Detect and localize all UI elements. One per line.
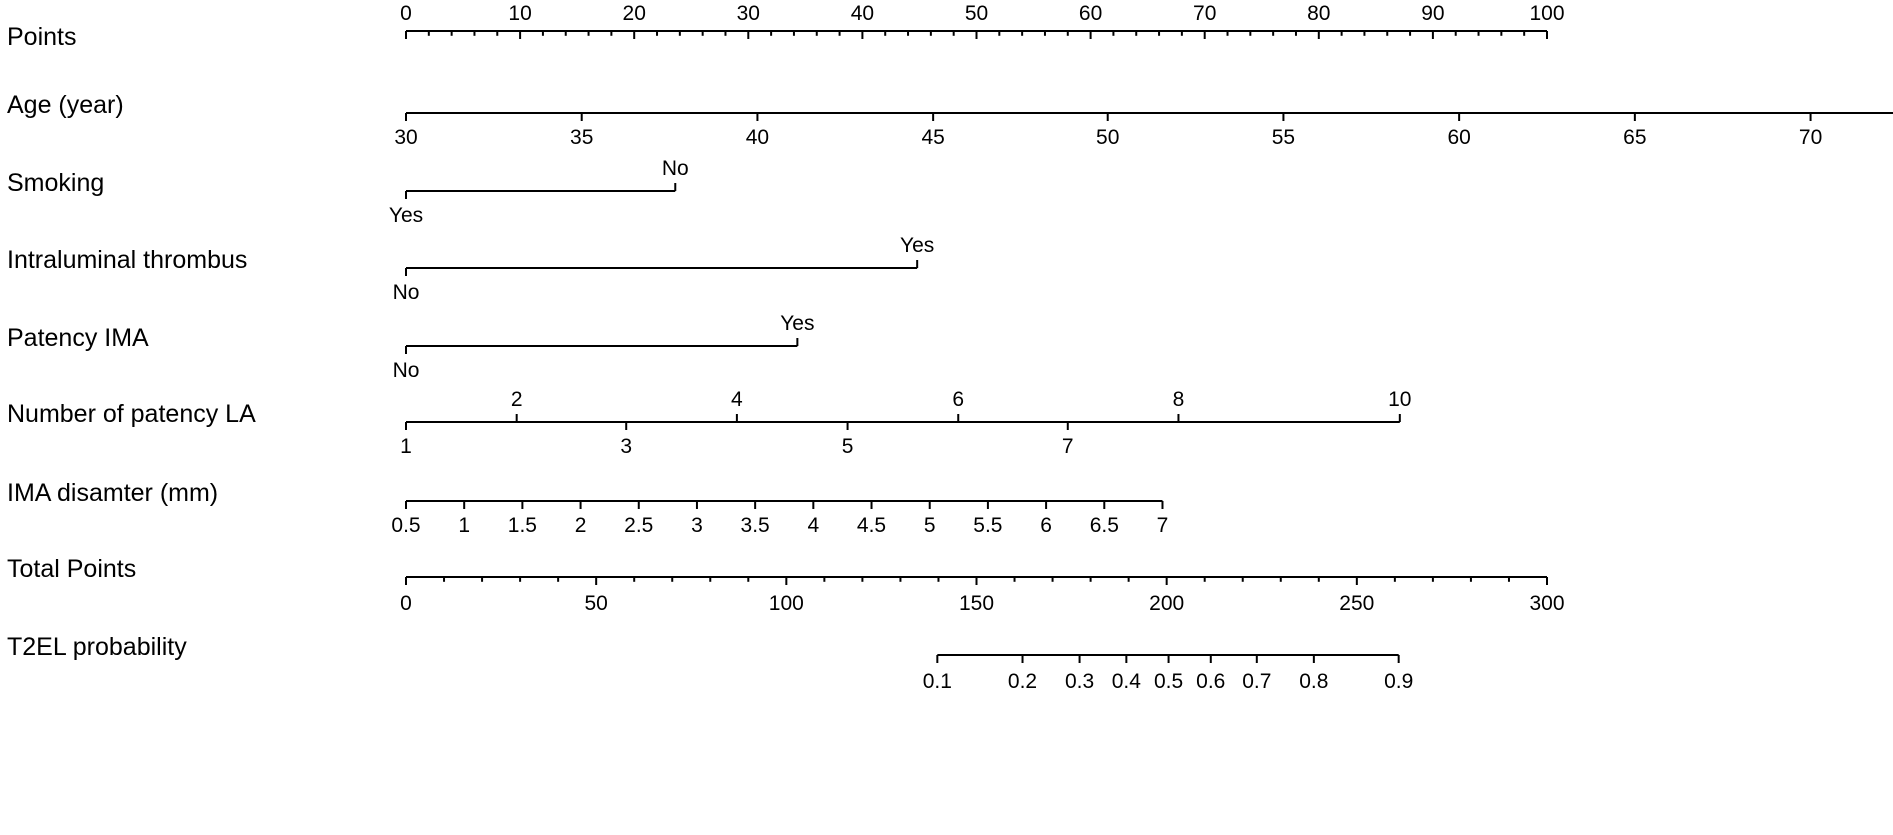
tick-label: 10 — [508, 2, 531, 25]
row-label: Patency IMA — [7, 324, 149, 352]
value-label: 50 — [1096, 126, 1119, 149]
row-ima-disamter-mm: IMA disamter (mm) 0.5 1 1.5 2 2.5 3 3.5 4 4.5 5 5.5… — [7, 479, 1168, 537]
value-label: 70 — [1799, 126, 1822, 149]
tick-label: 80 — [1307, 2, 1330, 25]
value-label: 0.1 — [923, 670, 952, 693]
row-smoking: Smoking Yes No — [7, 157, 689, 227]
tick-label: 70 — [1193, 2, 1216, 25]
row-points: Points 0 10 20 30 40 50 60 70 80 90 100 — [7, 2, 1565, 51]
row-age-year: Age (year)3035404550556065707580859095 — [7, 91, 1893, 149]
value-label: 35 — [570, 126, 593, 149]
value-label: 6 — [1040, 514, 1052, 537]
value-label: 6.5 — [1090, 514, 1119, 537]
value-label: 40 — [746, 126, 769, 149]
category-label: No — [662, 157, 689, 180]
value-label: 2 — [575, 514, 587, 537]
row-label: Points — [7, 23, 76, 51]
tick-label: 50 — [584, 592, 607, 615]
row-intraluminal-thrombus: Intraluminal thrombus No Yes — [7, 234, 934, 304]
tick-label: 20 — [623, 2, 646, 25]
value-label: 45 — [921, 126, 944, 149]
tick-label: 50 — [965, 2, 988, 25]
value-label: 30 — [394, 126, 417, 149]
tick-label: 150 — [959, 592, 994, 615]
row-label: Total Points — [7, 555, 136, 583]
category-label: Yes — [900, 234, 934, 257]
category-label: No — [393, 281, 420, 304]
value-label: 0.9 — [1384, 670, 1413, 693]
row-number-of-patency-la: Number of patency LA 1 2 3 4 5 6 7 8 10 — [7, 388, 1411, 458]
value-label: 1 — [400, 435, 412, 458]
tick-label: 100 — [1529, 2, 1564, 25]
tick-label: 250 — [1339, 592, 1374, 615]
tick-label: 200 — [1149, 592, 1184, 615]
category-label: Yes — [780, 312, 814, 335]
value-label: 65 — [1623, 126, 1646, 149]
row-label: Age (year) — [7, 91, 124, 119]
value-label: 60 — [1447, 126, 1470, 149]
value-label: 1 — [458, 514, 470, 537]
tick-label: 40 — [851, 2, 874, 25]
value-label: 5.5 — [973, 514, 1002, 537]
category-label: Yes — [389, 204, 423, 227]
value-label: 6 — [952, 388, 964, 411]
tick-label: 0 — [400, 592, 412, 615]
value-label: 5 — [924, 514, 936, 537]
value-label: 7 — [1062, 435, 1074, 458]
value-label: 10 — [1388, 388, 1411, 411]
row-t2el-probability: T2EL probability 0.1 0.2 0.3 0.4 0.5 0.6 0.7 0.8… — [7, 633, 1413, 693]
tick-label: 30 — [737, 2, 760, 25]
value-label: 0.6 — [1196, 670, 1225, 693]
row-label: T2EL probability — [7, 633, 187, 661]
value-label: 4 — [731, 388, 743, 411]
value-label: 5 — [842, 435, 854, 458]
value-label: 0.4 — [1112, 670, 1142, 693]
tick-label: 0 — [400, 2, 412, 25]
value-label: 3.5 — [741, 514, 770, 537]
tick-label: 90 — [1421, 2, 1444, 25]
tick-label: 100 — [769, 592, 804, 615]
value-label: 55 — [1272, 126, 1295, 149]
value-label: 7 — [1157, 514, 1169, 537]
value-label: 4 — [807, 514, 819, 537]
value-label: 8 — [1173, 388, 1185, 411]
row-label: Number of patency LA — [7, 400, 256, 428]
value-label: 1.5 — [508, 514, 537, 537]
value-label: 0.8 — [1299, 670, 1328, 693]
row-total-points: Total Points 0 50 100 150 200 250 300 — [7, 555, 1565, 615]
value-label: 0.2 — [1008, 670, 1037, 693]
value-label: 3 — [691, 514, 703, 537]
value-label: 2.5 — [624, 514, 653, 537]
value-label: 2 — [511, 388, 523, 411]
row-patency-ima: Patency IMA No Yes — [7, 312, 814, 382]
category-label: No — [393, 359, 420, 382]
tick-label: 60 — [1079, 2, 1102, 25]
value-label: 0.5 — [391, 514, 420, 537]
value-label: 4.5 — [857, 514, 886, 537]
tick-label: 300 — [1529, 592, 1564, 615]
value-label: 0.7 — [1242, 670, 1271, 693]
value-label: 3 — [620, 435, 632, 458]
row-label: Smoking — [7, 169, 104, 197]
value-label: 0.3 — [1065, 670, 1094, 693]
row-label: Intraluminal thrombus — [7, 246, 247, 274]
row-label: IMA disamter (mm) — [7, 479, 218, 507]
value-label: 0.5 — [1154, 670, 1183, 693]
